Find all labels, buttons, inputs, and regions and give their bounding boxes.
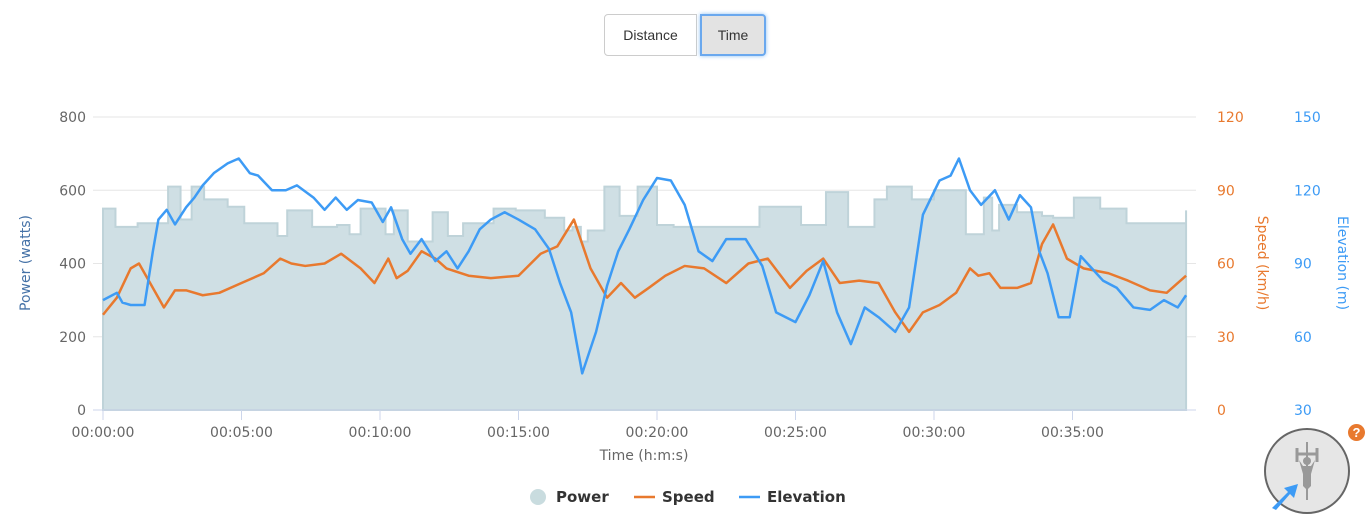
- y-tick-label: 30: [1217, 330, 1235, 346]
- x-axis: 00:00:00 00:05:00 00:10:00 00:15:00 00:20:00…: [72, 409, 1196, 441]
- cyclist-position-button[interactable]: [1264, 428, 1350, 514]
- x-axis-mode-toggle: Distance Time: [604, 14, 766, 56]
- time-button[interactable]: Time: [700, 14, 766, 56]
- elevation-axis-title: Elevation (m): [1334, 216, 1350, 310]
- speed-line-series[interactable]: [102, 218, 1187, 334]
- y-tick-label: 30: [1294, 403, 1312, 419]
- y-tick-label: 0: [77, 403, 86, 419]
- x-tick-label: 00:25:00: [764, 425, 827, 441]
- y-tick-label: 200: [59, 330, 86, 346]
- cyclist-icon: [1272, 442, 1319, 510]
- legend-speed-label: Speed: [662, 488, 715, 506]
- legend-item-power[interactable]: Power: [530, 488, 609, 506]
- legend-item-speed[interactable]: Speed: [634, 488, 715, 506]
- x-tick-label: 00:20:00: [626, 425, 689, 441]
- x-tick-label: 00:10:00: [349, 425, 412, 441]
- x-tick-label: 00:15:00: [487, 425, 550, 441]
- y-tick-label: 800: [59, 110, 86, 126]
- legend: Power Speed Elevation: [530, 488, 846, 506]
- distance-button[interactable]: Distance: [604, 14, 697, 56]
- legend-item-elevation[interactable]: Elevation: [739, 488, 846, 506]
- elevation-line-series[interactable]: [102, 157, 1188, 375]
- power-axis-title: Power (watts): [18, 215, 34, 311]
- power-area-series[interactable]: [102, 185, 1188, 411]
- y-tick-label: 90: [1294, 257, 1312, 273]
- y-tick-label: 60: [1294, 330, 1312, 346]
- speed-y-axis: 0 30 60 90 120: [1217, 110, 1244, 419]
- x-tick-label: 00:00:00: [72, 425, 135, 441]
- x-tick-label: 00:05:00: [210, 425, 273, 441]
- speed-axis-title: Speed (km/h): [1254, 216, 1270, 311]
- power-y-axis: 0 200 400 600 800: [59, 110, 86, 419]
- legend-elevation-label: Elevation: [767, 488, 846, 506]
- x-axis-title: Time (h:m:s): [599, 448, 689, 464]
- y-tick-label: 120: [1294, 183, 1321, 199]
- y-tick-label: 120: [1217, 110, 1244, 126]
- y-tick-label: 60: [1217, 257, 1235, 273]
- y-tick-label: 400: [59, 257, 86, 273]
- x-tick-label: 00:35:00: [1041, 425, 1104, 441]
- y-tick-label: 600: [59, 183, 86, 199]
- help-icon[interactable]: ?: [1348, 424, 1365, 441]
- y-tick-label: 90: [1217, 183, 1235, 199]
- x-tick-label: 00:30:00: [903, 425, 966, 441]
- legend-power-label: Power: [556, 488, 609, 506]
- y-tick-label: 0: [1217, 403, 1226, 419]
- y-tick-label: 150: [1294, 110, 1321, 126]
- elevation-y-axis: 30 60 90 120 150: [1294, 110, 1321, 419]
